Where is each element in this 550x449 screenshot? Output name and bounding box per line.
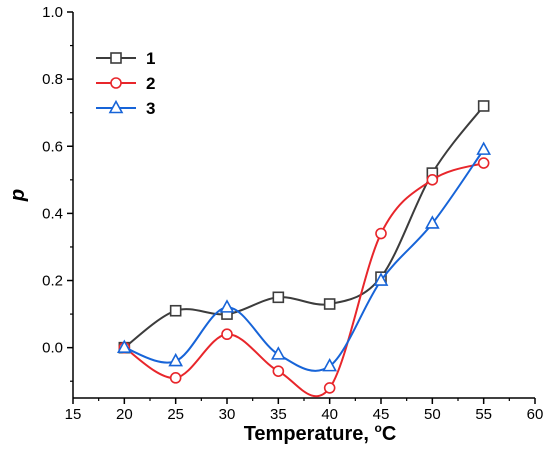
legend-label: 2 xyxy=(146,74,155,93)
data-point xyxy=(219,299,235,313)
data-point xyxy=(168,352,184,367)
y-tick-label: 0.4 xyxy=(42,205,63,222)
x-tick-label: 15 xyxy=(65,406,82,423)
legend-item: 1 xyxy=(96,49,155,68)
data-point xyxy=(424,215,440,229)
legend-marker xyxy=(108,99,124,114)
series-3 xyxy=(116,141,492,372)
data-point xyxy=(322,357,338,372)
data-point xyxy=(323,298,336,310)
data-point xyxy=(476,141,492,155)
data-point xyxy=(169,304,182,317)
series-layer xyxy=(116,100,492,398)
x-axis-title: Temperature, oC xyxy=(244,421,397,445)
legend-marker xyxy=(110,77,122,89)
legend-marker xyxy=(110,52,122,64)
data-point xyxy=(375,227,387,240)
series-line xyxy=(123,162,484,398)
y-tick-label: 1.0 xyxy=(42,4,63,21)
x-tick-label: 45 xyxy=(373,406,390,423)
x-tick-label: 20 xyxy=(116,406,133,423)
y-axis-title: p xyxy=(7,189,29,202)
data-point xyxy=(272,365,285,377)
x-tick-label: 55 xyxy=(475,406,492,423)
legend-label: 1 xyxy=(146,49,155,68)
legend-item: 3 xyxy=(96,99,155,118)
legend-item: 2 xyxy=(96,74,155,93)
x-tick-label: 25 xyxy=(167,406,184,423)
data-point xyxy=(323,382,336,394)
x-tick-label: 35 xyxy=(270,406,287,423)
legend-label: 3 xyxy=(146,99,155,118)
y-tick-label: 0.6 xyxy=(42,138,63,155)
y-tick-label: 0.8 xyxy=(42,71,63,88)
data-point xyxy=(373,272,389,286)
data-point xyxy=(169,372,182,384)
series-1 xyxy=(118,100,490,354)
axes: 15 20 25 30 35 40 45 50 55 60 0.0 0.2 0.4 0.6 0.8 1.0 xyxy=(42,4,543,423)
data-point xyxy=(270,346,286,360)
legend: 1 2 3 xyxy=(96,49,155,118)
y-tick-label: 0.2 xyxy=(42,273,63,290)
data-point xyxy=(477,100,490,112)
data-point xyxy=(426,174,439,186)
data-point xyxy=(272,291,285,304)
x-tick-label: 30 xyxy=(219,406,236,423)
data-point xyxy=(221,328,233,341)
y-tick-label: 0.0 xyxy=(42,340,63,357)
x-tick-label: 60 xyxy=(527,406,544,423)
x-tick-label: 40 xyxy=(321,406,338,423)
x-tick-label: 50 xyxy=(424,406,441,423)
data-point xyxy=(116,339,132,353)
data-point xyxy=(477,157,490,169)
